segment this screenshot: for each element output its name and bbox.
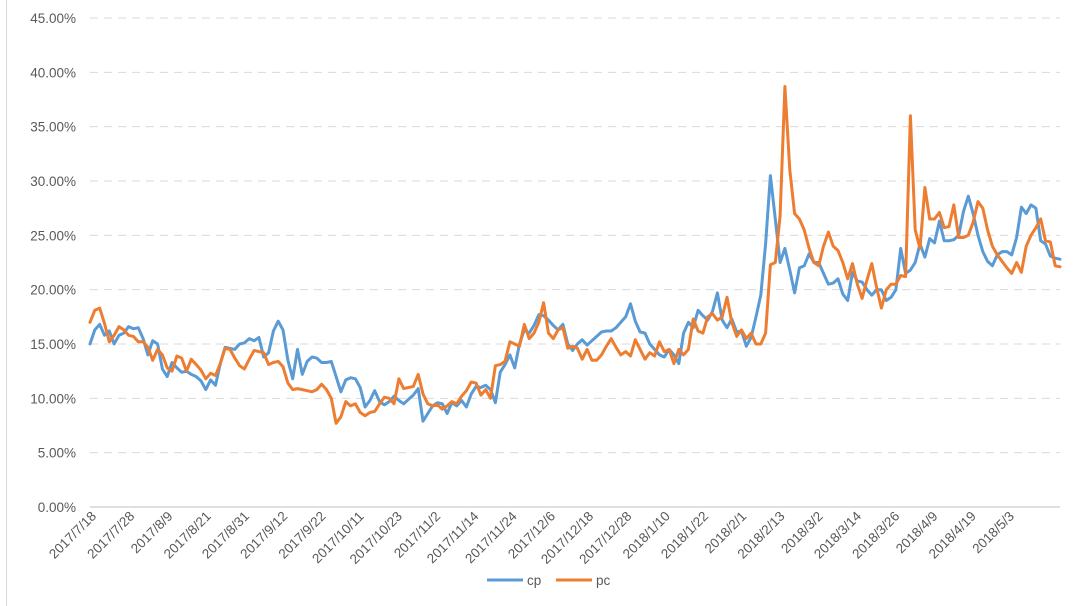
y-tick-label: 5.00% — [38, 446, 76, 461]
legend: cp pc — [487, 573, 611, 588]
x-tick-label: 2018/5/3 — [969, 509, 1017, 557]
x-axis: 2017/7/182017/7/282017/8/92017/8/212017/… — [46, 506, 1060, 567]
y-tick-label: 25.00% — [30, 228, 76, 243]
y-tick-label: 20.00% — [30, 283, 76, 298]
left-border-line — [6, 0, 7, 606]
y-tick-label: 10.00% — [30, 391, 76, 406]
legend-label-cp: cp — [527, 573, 541, 588]
legend-label-pc: pc — [596, 573, 611, 588]
y-tick-label: 35.00% — [30, 120, 76, 135]
gridlines — [90, 17, 1060, 454]
y-tick-label: 0.00% — [38, 500, 76, 515]
y-tick-label: 15.00% — [30, 337, 76, 352]
y-tick-label: 30.00% — [30, 174, 76, 189]
y-tick-label: 45.00% — [30, 11, 76, 26]
series-lines — [88, 85, 1062, 425]
y-axis: 0.00% 5.00% 10.00% 15.00% 20.00% 25.00% 30.00%… — [30, 11, 76, 515]
y-tick-label: 40.00% — [30, 65, 76, 80]
series-line-pc — [88, 85, 1062, 425]
